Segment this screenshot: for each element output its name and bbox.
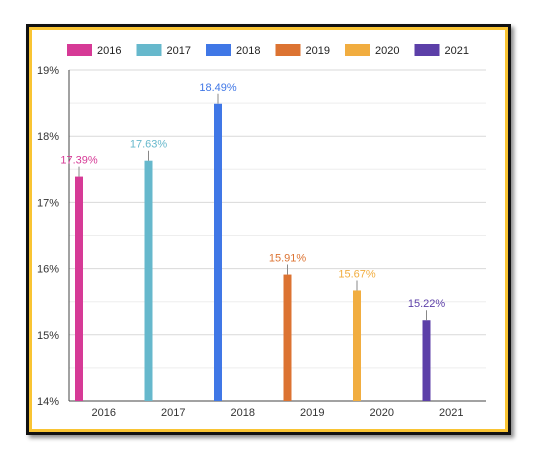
data-label: 15.91% bbox=[269, 253, 307, 265]
x-tick-label: 2020 bbox=[370, 407, 394, 419]
y-tick-label: 19% bbox=[37, 65, 59, 77]
x-tick-label: 2018 bbox=[231, 407, 255, 419]
bar-2021 bbox=[422, 320, 431, 401]
bar-2016 bbox=[75, 176, 83, 401]
data-label: 17.39% bbox=[60, 155, 98, 167]
legend-swatch-2019 bbox=[275, 44, 301, 56]
data-label: 18.49% bbox=[199, 82, 237, 94]
legend-label: 2016 bbox=[97, 45, 121, 57]
legend-swatch-2021 bbox=[414, 44, 440, 56]
legend-label: 2017 bbox=[167, 45, 191, 57]
legend-swatch-2020 bbox=[345, 44, 370, 56]
y-tick-label: 18% bbox=[37, 131, 59, 143]
y-tick-label: 15% bbox=[37, 330, 59, 342]
bar-2018 bbox=[214, 103, 222, 402]
bar-2017 bbox=[144, 160, 153, 401]
legend-label: 2018 bbox=[236, 45, 260, 57]
x-tick-label: 2019 bbox=[300, 407, 324, 419]
x-tick-label: 2017 bbox=[161, 407, 185, 419]
data-label: 15.67% bbox=[338, 268, 376, 280]
chart-frame bbox=[26, 24, 511, 435]
x-tick-label: 2016 bbox=[92, 407, 116, 419]
legend-swatch-2016 bbox=[67, 44, 92, 56]
legend-label: 2021 bbox=[445, 45, 469, 57]
bar-2019 bbox=[283, 274, 292, 401]
data-label: 17.63% bbox=[130, 139, 168, 151]
y-tick-label: 16% bbox=[37, 264, 59, 276]
bar-2020 bbox=[353, 290, 361, 401]
legend-label: 2019 bbox=[306, 45, 330, 57]
data-label: 15.22% bbox=[408, 298, 446, 310]
y-tick-label: 14% bbox=[37, 396, 59, 408]
y-tick-label: 17% bbox=[37, 197, 59, 209]
legend-swatch-2017 bbox=[136, 44, 162, 56]
legend-label: 2020 bbox=[375, 45, 399, 57]
x-tick-label: 2021 bbox=[439, 407, 463, 419]
legend-swatch-2018 bbox=[206, 44, 231, 56]
